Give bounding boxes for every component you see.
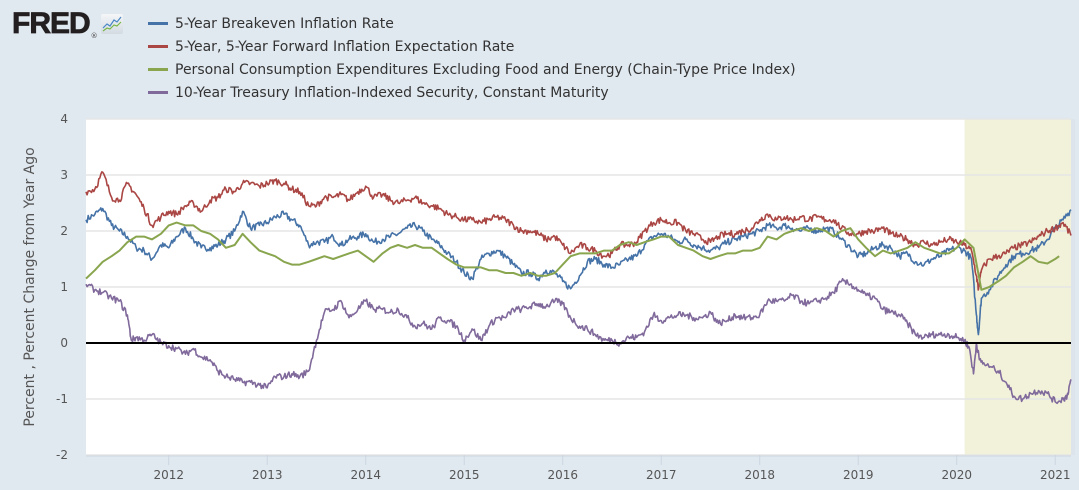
legend-swatch [148,22,168,25]
y-tick-label: 1 [60,280,68,294]
x-tick-label: 2021 [1040,468,1071,482]
series-line [85,221,1060,291]
series-line [85,171,1072,291]
x-tick-label: 2018 [744,468,775,482]
legend-label: 5-Year, 5-Year Forward Inflation Expecta… [175,38,515,55]
series-lines [85,171,1072,405]
logo-text: FRED [12,7,91,40]
x-tick-label: 2012 [153,468,184,482]
series-line [85,207,1072,336]
legend-label: 10-Year Treasury Inflation-Indexed Secur… [175,84,609,101]
x-tick-label: 2017 [646,468,677,482]
legend-label: 5-Year Breakeven Inflation Rate [175,15,394,32]
legend-item[interactable]: 5-Year Breakeven Inflation Rate [148,12,796,35]
line-chart-icon [100,14,123,34]
y-tick-label: 2 [60,224,68,238]
series-line [85,277,1072,405]
y-axis-ticks: 4 3 2 1 0 -1 -2 [56,112,68,462]
x-tick-label: 2013 [252,468,283,482]
y-tick-label: -2 [56,448,68,462]
registered-mark: ® [90,32,98,40]
x-tick-label: 2016 [547,468,578,482]
legend-swatch [148,68,168,71]
x-tick-label: 2015 [449,468,480,482]
legend-item[interactable]: Personal Consumption Expenditures Exclud… [148,58,796,81]
y-axis-title: Percent , Percent Change from Year Ago [22,147,38,426]
legend-swatch [148,45,168,48]
chart-legend: 5-Year Breakeven Inflation Rate 5-Year, … [148,12,796,104]
legend-item[interactable]: 10-Year Treasury Inflation-Indexed Secur… [148,81,796,104]
x-tick-label: 2014 [350,468,381,482]
y-tick-label: 4 [60,112,68,126]
gridlines [86,118,1071,457]
fred-logo[interactable]: FRED ® [12,7,123,40]
y-tick-label: 3 [60,168,68,182]
x-tick-label: 2020 [941,468,972,482]
x-axis-ticks: 2012 2013 2014 2015 2016 2017 2018 2019 2020 2021 [153,455,1071,482]
legend-item[interactable]: 5-Year, 5-Year Forward Inflation Expecta… [148,35,796,58]
y-tick-label: -1 [56,392,68,406]
y-tick-label: 0 [60,336,68,350]
x-tick-label: 2019 [843,468,874,482]
legend-label: Personal Consumption Expenditures Exclud… [175,61,796,78]
legend-swatch [148,91,168,94]
plot-right-border [1071,119,1075,455]
